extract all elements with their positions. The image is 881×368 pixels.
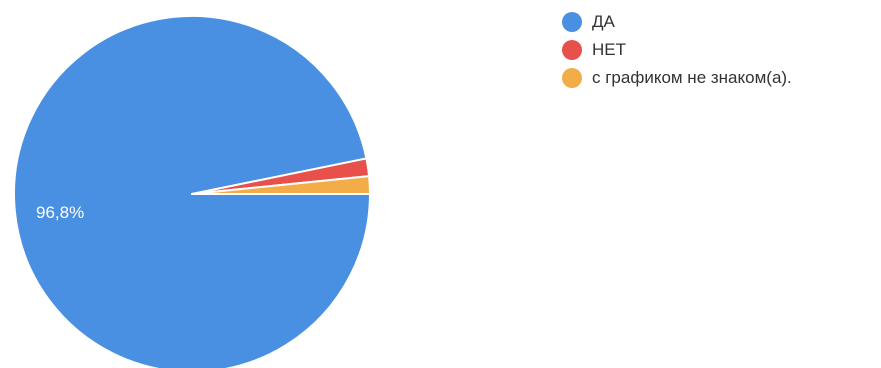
legend-swatch-unfamiliar: [562, 68, 582, 88]
legend: ДА НЕТ с графиком не знаком(а).: [562, 8, 872, 92]
legend-label-unfamiliar: с графиком не знаком(а).: [592, 68, 792, 87]
legend-swatch-net: [562, 40, 582, 60]
legend-swatch-da: [562, 12, 582, 32]
pie-slice-unfamiliar[interactable]: [191, 175, 371, 195]
legend-item-unfamiliar[interactable]: с графиком не знаком(а).: [562, 64, 872, 92]
legend-item-net[interactable]: НЕТ: [562, 36, 872, 64]
pie-plot-area: 96,8%: [13, 15, 371, 368]
legend-label-da: ДА: [592, 12, 615, 31]
legend-label-net: НЕТ: [592, 40, 626, 59]
pie-slice-da[interactable]: [13, 15, 371, 368]
data-label-da: 96,8%: [36, 203, 84, 222]
legend-item-da[interactable]: ДА: [562, 8, 872, 36]
